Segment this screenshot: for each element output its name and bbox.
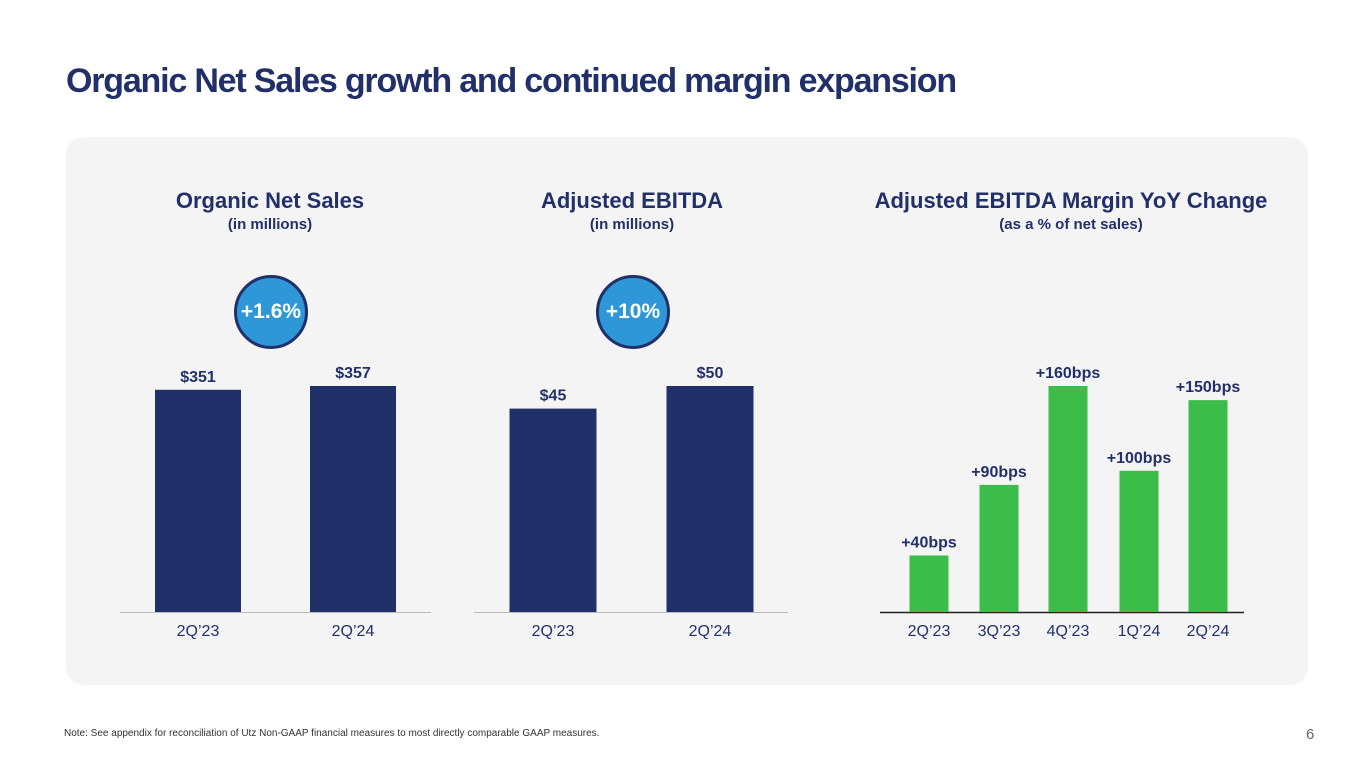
chart-subtitle-adjusted-ebitda: (in millions)	[589, 216, 675, 233]
chart-3-category-label-1: 2Q’23	[908, 623, 951, 640]
growth-badge-organic-net-sales: +1.6%	[234, 275, 308, 349]
chart-title-organic-net-sales: Organic Net Sales	[175, 188, 365, 213]
slide-title: Organic Net Sales growth and continued m…	[66, 62, 957, 100]
chart-3-category-label-2: 3Q’23	[978, 623, 1021, 640]
chart-3-bar-3	[1048, 386, 1088, 612]
chart-3-data-label-3: +160bps	[1036, 365, 1101, 382]
growth-badge-adjusted-ebitda: +10%	[596, 275, 670, 349]
chart-3-category-label-5: 2Q’24	[1187, 623, 1230, 640]
chart-3-data-label-5: +150bps	[1176, 379, 1241, 396]
chart-2-bar-2	[666, 386, 754, 612]
chart-3-bar-4	[1119, 470, 1159, 612]
footnote: Note: See appendix for reconciliation of…	[64, 728, 600, 739]
chart-subtitle-ebitda-margin: (as a % of net sales)	[999, 216, 1143, 233]
chart-3-data-label-1: +40bps	[901, 535, 957, 552]
chart-1-category-label-1: 2Q’23	[177, 623, 220, 640]
chart-3-data-label-2: +90bps	[971, 464, 1027, 481]
chart-1-data-label-2: $357	[335, 365, 371, 382]
chart-1-category-label-2: 2Q’24	[332, 623, 375, 640]
chart-3-category-label-3: 4Q’23	[1047, 623, 1090, 640]
chart-1-bar-2	[310, 386, 396, 612]
chart-3-bar-1	[909, 555, 949, 612]
chart-title-adjusted-ebitda: Adjusted EBITDA	[540, 188, 724, 213]
chart-1-data-label-1: $351	[180, 369, 216, 386]
chart-1-bar-1	[155, 389, 241, 612]
chart-subtitle-organic-net-sales: (in millions)	[227, 216, 313, 233]
chart-2-data-label-2: $50	[697, 365, 724, 382]
chart-2-bar-1	[509, 408, 597, 612]
chart-3-category-label-4: 1Q’24	[1118, 623, 1161, 640]
chart-2-category-label-2: 2Q’24	[689, 623, 732, 640]
chart-2-data-label-1: $45	[540, 388, 567, 405]
chart-3-bar-2	[979, 484, 1019, 612]
page-number: 6	[1306, 726, 1315, 743]
chart-2-category-label-1: 2Q’23	[532, 623, 575, 640]
chart-3-data-label-4: +100bps	[1107, 450, 1172, 467]
chart-title-ebitda-margin: Adjusted EBITDA Margin YoY Change	[874, 188, 1268, 213]
chart-3-bar-5	[1188, 400, 1228, 612]
